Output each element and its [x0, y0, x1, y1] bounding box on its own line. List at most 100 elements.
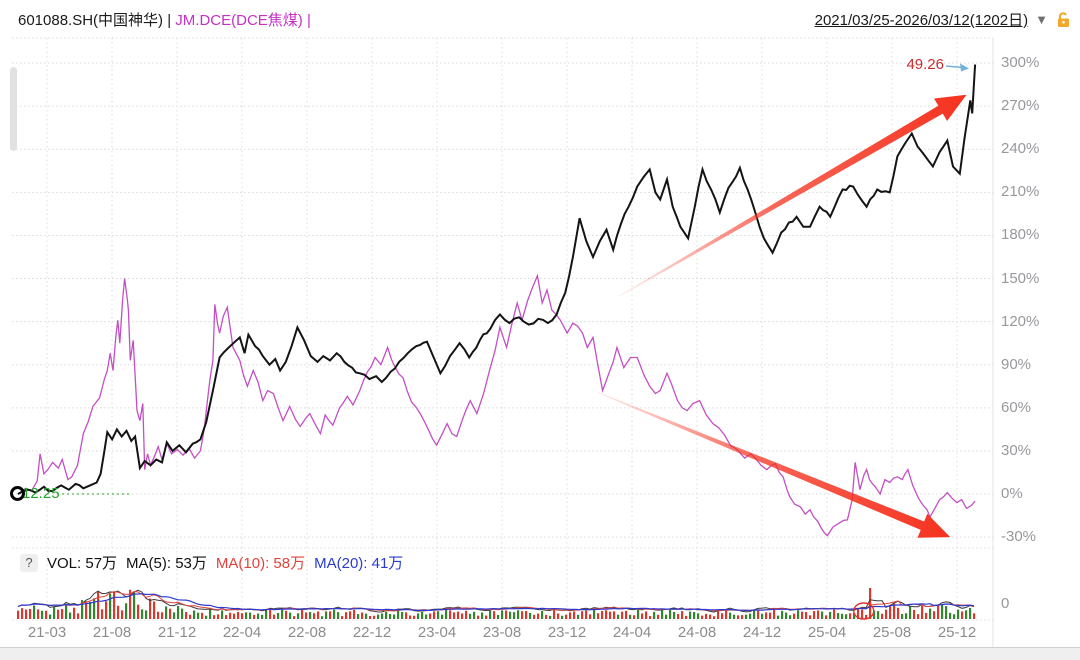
- volume-bar: [553, 609, 556, 619]
- volume-bar: [201, 612, 204, 619]
- futures-series-line: [17, 273, 976, 537]
- scrollbar-thumb[interactable]: [10, 67, 17, 151]
- volume-bar: [957, 609, 960, 619]
- volume-bar: [677, 614, 680, 619]
- volume-bar: [917, 614, 920, 619]
- volume-bar: [17, 610, 20, 619]
- volume-bar: [793, 613, 796, 619]
- volume-bar: [765, 612, 768, 619]
- volume-bar: [289, 612, 292, 619]
- volume-bar: [205, 615, 208, 619]
- y-axis-label: -30%: [1001, 528, 1037, 546]
- volume-bar: [697, 613, 700, 619]
- volume-bar: [789, 615, 792, 619]
- y-axis-label: 240%: [1001, 140, 1040, 158]
- volume-bar: [493, 611, 496, 619]
- volume-bar: [945, 606, 948, 619]
- volume-bar: [261, 614, 264, 619]
- volume-bar: [629, 614, 632, 619]
- volume-bar: [45, 610, 48, 619]
- volume-bar: [549, 615, 552, 619]
- volume-bar: [29, 608, 32, 619]
- y-axis-label: 270%: [1001, 97, 1040, 115]
- volume-ma-line: [17, 593, 975, 612]
- volume-bar: [165, 606, 168, 619]
- volume-bar: [473, 611, 476, 619]
- volume-legend: ? VOL: 57万 MA(5): 53万 MA(10): 58万 MA(20)…: [20, 552, 403, 573]
- volume-bar: [293, 616, 296, 619]
- volume-bar: [509, 611, 512, 619]
- volume-bar: [577, 614, 580, 619]
- volume-bar: [869, 588, 872, 619]
- volume-bar: [673, 611, 676, 619]
- volume-bar: [233, 613, 236, 619]
- volume-bar: [845, 614, 848, 619]
- volume-bar: [317, 611, 320, 619]
- volume-bar: [185, 611, 188, 619]
- volume-bar: [621, 611, 624, 619]
- volume-bar: [889, 604, 892, 619]
- volume-bar: [681, 611, 684, 619]
- date-range-label[interactable]: 2021/03/25-2026/03/12(1202日): [814, 12, 1029, 29]
- symbol-primary-label[interactable]: 601088.SH(中国神华) |: [18, 12, 176, 29]
- volume-bar: [33, 605, 36, 619]
- volume-bar: [625, 610, 628, 619]
- volume-bar: [169, 608, 172, 619]
- volume-bar: [689, 611, 692, 619]
- volume-bar: [209, 609, 212, 619]
- volume-bar: [829, 611, 832, 619]
- volume-bar: [857, 608, 860, 619]
- help-icon[interactable]: ?: [20, 553, 38, 572]
- volume-bar: [313, 613, 316, 619]
- volume-bar: [241, 613, 244, 619]
- volume-bar: [721, 613, 724, 619]
- volume-bar: [469, 613, 472, 619]
- volume-bar: [389, 613, 392, 619]
- volume-bar: [101, 609, 104, 619]
- volume-bar: [373, 615, 376, 619]
- volume-axis-zero: 0: [1001, 595, 1010, 612]
- volume-bar: [41, 610, 44, 619]
- unlock-icon[interactable]: [1055, 11, 1072, 28]
- volume-bar: [617, 614, 620, 619]
- x-axis-label: 23-04: [417, 624, 457, 641]
- volume-bar: [913, 609, 916, 619]
- volume-bar: [965, 610, 968, 619]
- volume-bar: [649, 616, 652, 619]
- volume-bar: [833, 609, 836, 619]
- x-axis-label: 23-12: [547, 624, 587, 641]
- volume-bar: [21, 608, 24, 619]
- volume-bar: [421, 611, 424, 619]
- x-axis-label: 22-04: [222, 624, 262, 641]
- y-axis-label: 180%: [1001, 226, 1040, 244]
- x-axis-label: 21-03: [27, 624, 67, 641]
- volume-bar: [341, 616, 344, 619]
- y-axis-label: 210%: [1001, 183, 1040, 201]
- volume-bar: [461, 613, 464, 619]
- volume-bar: [281, 609, 284, 619]
- volume-bar: [445, 609, 448, 619]
- symbol-secondary-label[interactable]: JM.DCE(DCE焦煤) |: [175, 12, 311, 29]
- volume-bar: [93, 598, 96, 619]
- y-axis-label: 30%: [1001, 441, 1032, 459]
- volume-bar: [237, 611, 240, 619]
- volume-bar: [437, 611, 440, 619]
- volume-bar: [661, 610, 664, 619]
- volume-bar: [81, 600, 84, 619]
- volume-bar: [817, 610, 820, 619]
- volume-bar: [105, 601, 108, 619]
- chevron-down-icon[interactable]: ▼: [1035, 12, 1048, 27]
- volume-bar: [69, 612, 72, 619]
- date-range-control[interactable]: 2021/03/25-2026/03/12(1202日) ▼: [815, 9, 1072, 30]
- volume-bar: [145, 610, 148, 619]
- volume-bar: [601, 611, 604, 619]
- volume-bar: [173, 612, 176, 619]
- y-axis-label: 0%: [1001, 485, 1023, 502]
- volume-bar: [161, 612, 164, 619]
- volume-bar: [797, 610, 800, 619]
- volume-bar: [741, 615, 744, 619]
- volume-bar: [425, 614, 428, 619]
- volume-bar: [929, 608, 932, 619]
- volume-bar: [813, 611, 816, 619]
